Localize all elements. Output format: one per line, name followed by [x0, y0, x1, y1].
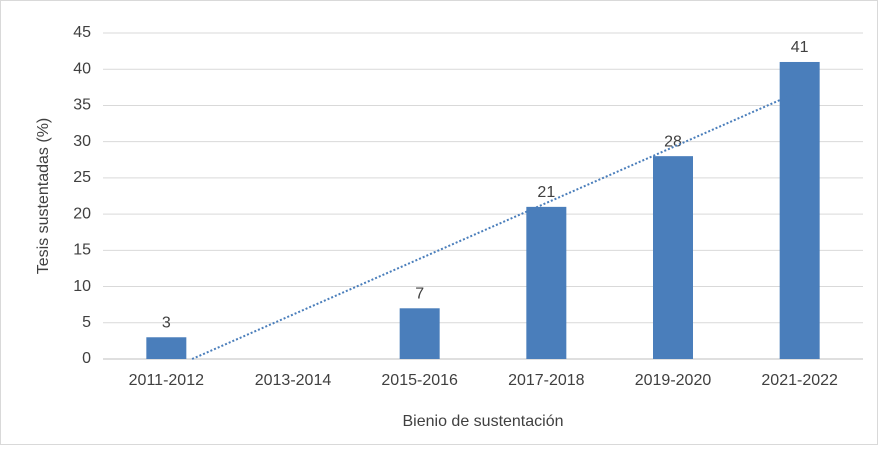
- x-tick-label: 2011-2012: [129, 372, 204, 389]
- data-label: 7: [415, 286, 424, 303]
- y-tick-label: 40: [73, 60, 91, 77]
- trendline: [191, 90, 801, 360]
- x-tick-label: 2021-2022: [761, 372, 838, 389]
- x-tick-label: 2015-2016: [381, 372, 458, 389]
- y-tick-label: 5: [82, 314, 91, 331]
- bar: [146, 337, 187, 359]
- x-axis-label: Bienio de sustentación: [403, 413, 564, 430]
- y-tick-label: 30: [73, 133, 91, 150]
- bar: [526, 206, 567, 359]
- y-tick-label: 20: [73, 205, 91, 222]
- data-label: 41: [791, 39, 809, 56]
- x-tick-label: 2013-2014: [255, 372, 332, 389]
- data-label: 3: [162, 314, 171, 331]
- bar: [399, 308, 440, 359]
- data-label: 28: [664, 133, 682, 150]
- y-tick-label: 25: [73, 169, 91, 186]
- y-axis-label: Tesis sustentadas (%): [35, 118, 52, 275]
- data-label: 21: [537, 184, 555, 201]
- y-tick-label: 35: [73, 97, 91, 114]
- x-tick-label: 2019-2020: [635, 372, 712, 389]
- y-tick-label: 45: [73, 24, 91, 41]
- y-tick-label: 15: [73, 242, 91, 259]
- y-tick-label: 0: [82, 350, 91, 367]
- bar: [779, 61, 820, 359]
- y-tick-label: 10: [73, 278, 91, 295]
- bar: [653, 156, 693, 359]
- x-tick-label: 2017-2018: [508, 372, 585, 389]
